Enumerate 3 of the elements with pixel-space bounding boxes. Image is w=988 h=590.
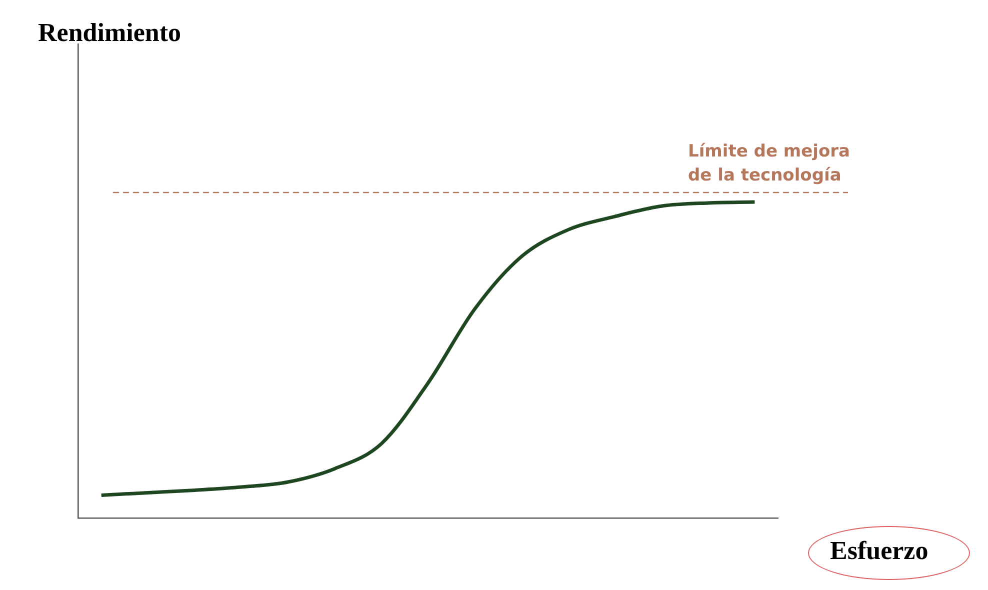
x-axis-title: Esfuerzo bbox=[830, 536, 928, 566]
text: Rendimiento bbox=[38, 18, 181, 48]
ref-line-label: Límite de mejora de la tecnología bbox=[688, 141, 850, 186]
